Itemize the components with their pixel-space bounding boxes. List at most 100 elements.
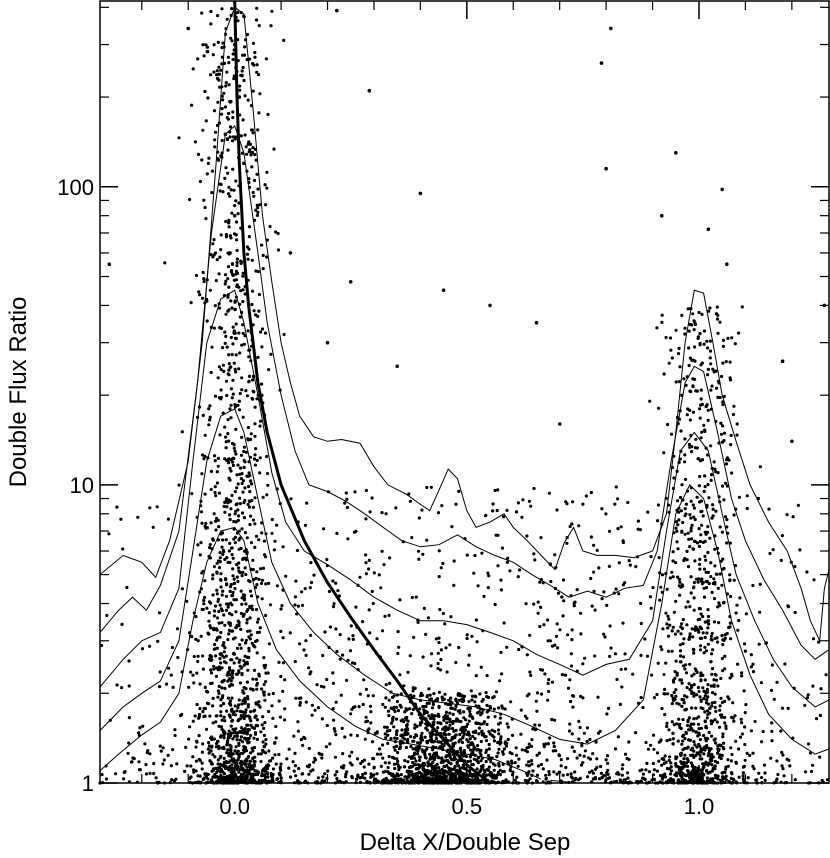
data-point — [240, 602, 244, 606]
data-point — [687, 329, 691, 333]
data-point — [436, 661, 440, 666]
data-point — [707, 749, 712, 753]
data-point — [692, 749, 696, 753]
data-point — [215, 588, 219, 592]
data-point — [248, 589, 253, 593]
data-point — [809, 769, 814, 774]
data-point — [413, 723, 417, 727]
data-point — [240, 343, 244, 347]
data-point — [680, 704, 684, 709]
data-point — [255, 172, 259, 176]
data-point — [721, 735, 725, 739]
data-point — [213, 130, 218, 134]
data-point — [243, 531, 248, 535]
data-point — [704, 739, 708, 743]
data-point — [544, 773, 548, 777]
data-point — [468, 759, 473, 763]
data-point — [555, 622, 559, 626]
data-point — [144, 772, 149, 776]
data-point — [670, 649, 674, 653]
data-point — [669, 777, 673, 781]
data-point — [671, 731, 675, 735]
data-point — [219, 532, 223, 536]
data-point — [229, 658, 233, 662]
data-point — [476, 756, 480, 760]
data-point — [695, 495, 699, 499]
data-point — [489, 760, 493, 764]
data-point — [743, 725, 747, 729]
data-point — [699, 636, 704, 640]
data-point — [237, 698, 241, 702]
data-point — [207, 423, 211, 427]
data-point — [163, 261, 167, 265]
data-point — [241, 766, 245, 771]
data-point — [684, 774, 689, 778]
data-point — [639, 601, 643, 606]
data-point — [251, 677, 255, 681]
data-point — [373, 731, 377, 736]
data-point — [215, 638, 219, 642]
data-point — [681, 655, 686, 659]
data-point — [749, 729, 754, 733]
data-point — [208, 714, 212, 718]
data-point — [710, 638, 714, 642]
data-point — [245, 759, 249, 763]
data-point — [698, 695, 702, 699]
data-point — [692, 683, 696, 687]
data-point — [218, 603, 222, 607]
data-point — [524, 602, 528, 606]
data-point — [368, 510, 372, 514]
data-point — [241, 699, 245, 703]
data-point — [701, 580, 705, 585]
data-point — [265, 454, 269, 459]
data-point — [548, 736, 552, 740]
data-point — [691, 729, 696, 733]
data-point — [744, 703, 748, 707]
data-point — [256, 206, 260, 210]
data-point — [732, 719, 736, 723]
data-point — [364, 572, 368, 576]
data-point — [336, 589, 340, 593]
data-point — [715, 317, 720, 321]
data-point — [229, 365, 233, 369]
data-point — [326, 769, 330, 773]
data-point — [626, 500, 630, 505]
data-point — [435, 762, 439, 767]
data-point — [225, 709, 229, 713]
data-point — [217, 158, 221, 162]
data-point — [625, 756, 629, 761]
data-point — [367, 608, 371, 612]
data-point — [479, 722, 483, 726]
data-point — [208, 404, 212, 408]
data-point — [420, 508, 424, 512]
data-point — [781, 767, 785, 771]
data-point — [242, 745, 246, 749]
data-point — [269, 24, 273, 28]
data-point — [293, 751, 297, 756]
data-point — [247, 225, 252, 229]
data-point — [724, 765, 728, 769]
data-point — [388, 556, 392, 560]
data-point — [527, 760, 531, 764]
data-point — [215, 592, 219, 596]
data-point — [231, 567, 235, 571]
data-point — [712, 460, 716, 464]
data-point — [703, 539, 707, 544]
data-point — [257, 674, 261, 678]
data-point — [222, 91, 226, 95]
data-point — [719, 676, 723, 681]
data-point — [639, 621, 643, 626]
data-point — [217, 744, 221, 749]
data-point — [355, 734, 359, 738]
data-point — [251, 505, 256, 509]
data-point — [253, 731, 258, 735]
data-point — [620, 773, 624, 777]
data-point — [486, 571, 490, 575]
data-point — [721, 732, 725, 736]
data-point — [688, 356, 693, 360]
data-point — [399, 773, 403, 777]
data-point — [487, 773, 491, 777]
data-point — [675, 540, 679, 544]
data-point — [226, 309, 230, 313]
data-point — [231, 637, 235, 641]
